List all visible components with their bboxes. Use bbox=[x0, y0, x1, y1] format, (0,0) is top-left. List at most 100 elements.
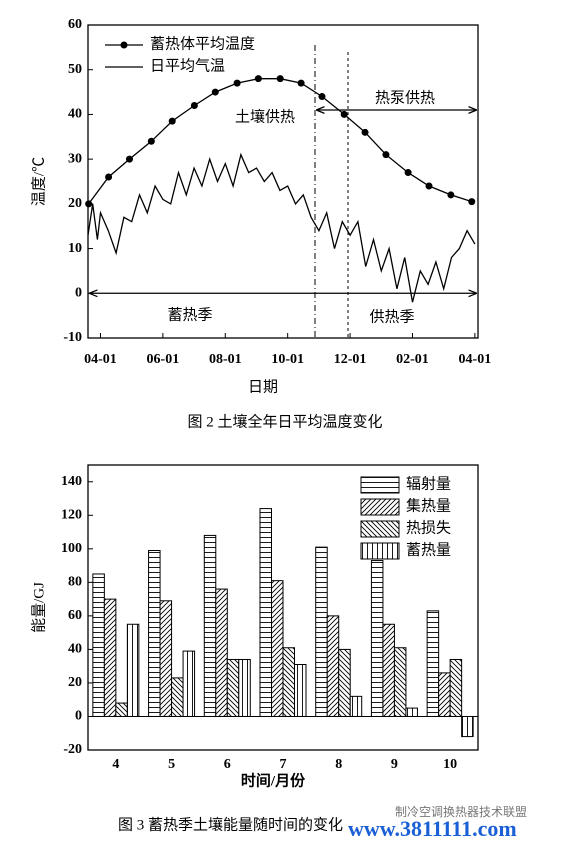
y-axis-label: 能量/GJ bbox=[30, 582, 47, 633]
y-tick-label: 10 bbox=[68, 241, 82, 256]
point bbox=[361, 128, 369, 136]
bar bbox=[203, 534, 217, 717]
point bbox=[233, 79, 241, 87]
series-line bbox=[87, 152, 476, 303]
x-tick-label: 4 bbox=[112, 757, 119, 772]
legend-marker bbox=[120, 41, 128, 49]
y-tick-label: 0 bbox=[75, 286, 82, 301]
point bbox=[125, 155, 133, 163]
watermark: www.3811111.com bbox=[348, 816, 517, 841]
annotation: 蓄热季 bbox=[167, 306, 212, 323]
y-tick-label: 100 bbox=[61, 541, 82, 556]
x-tick-label: 04-01 bbox=[84, 352, 117, 367]
y-tick-label: 30 bbox=[68, 151, 82, 166]
bar bbox=[92, 573, 105, 717]
bar bbox=[382, 623, 395, 717]
x-tick-label: 8 bbox=[335, 757, 342, 772]
point bbox=[425, 182, 433, 190]
bar bbox=[159, 600, 173, 717]
bar bbox=[148, 550, 161, 717]
point bbox=[211, 88, 219, 96]
bar bbox=[338, 648, 351, 717]
bar bbox=[461, 715, 474, 738]
legend-label: 热损失 bbox=[406, 519, 451, 536]
bar bbox=[271, 580, 284, 717]
legend-swatch bbox=[360, 476, 400, 494]
legend-label: 蓄热体平均温度 bbox=[150, 35, 255, 52]
point bbox=[297, 79, 305, 87]
y-tick-label: 20 bbox=[68, 675, 82, 690]
x-axis-label: 时间/月份 bbox=[241, 771, 306, 789]
point bbox=[404, 169, 412, 177]
x-tick-label: 10 bbox=[443, 757, 457, 772]
x-tick-label: 12-01 bbox=[334, 352, 367, 367]
bar bbox=[438, 672, 451, 717]
y-tick-label: 40 bbox=[68, 107, 82, 122]
point bbox=[254, 75, 262, 83]
y-tick-label: 20 bbox=[68, 196, 82, 211]
point bbox=[147, 137, 155, 145]
x-tick-label: 6 bbox=[224, 757, 231, 772]
bar bbox=[294, 664, 307, 717]
bar bbox=[315, 546, 328, 717]
y-tick-label: 60 bbox=[68, 608, 82, 623]
y-tick-label: 50 bbox=[68, 62, 82, 77]
point bbox=[318, 93, 326, 101]
legend-label: 集热量 bbox=[406, 497, 451, 514]
bar bbox=[326, 615, 340, 717]
point bbox=[382, 151, 390, 159]
x-tick-label: 02-01 bbox=[396, 352, 429, 367]
annotation: 热泵供热 bbox=[375, 89, 435, 106]
point bbox=[340, 110, 348, 118]
bar bbox=[171, 677, 184, 717]
legend-swatch bbox=[360, 542, 400, 560]
bar bbox=[426, 610, 440, 717]
y-tick-label: 140 bbox=[61, 474, 82, 489]
bar bbox=[126, 623, 140, 717]
bar bbox=[393, 647, 407, 717]
x-tick-label: 9 bbox=[391, 757, 398, 772]
x-tick-label: 7 bbox=[280, 757, 287, 772]
point bbox=[276, 75, 284, 83]
bar bbox=[238, 658, 251, 717]
y-tick-label: -20 bbox=[63, 742, 82, 757]
annotation: 土壤供热 bbox=[235, 107, 295, 125]
x-tick-label: 5 bbox=[168, 757, 175, 772]
bar bbox=[182, 650, 196, 717]
bar bbox=[282, 647, 295, 717]
y-tick-label: 60 bbox=[68, 17, 82, 32]
bar bbox=[215, 588, 228, 717]
y-tick-label: 40 bbox=[68, 642, 82, 657]
legend-label: 日平均气温 bbox=[150, 57, 225, 74]
point bbox=[190, 101, 198, 109]
x-tick-label: 10-01 bbox=[271, 352, 304, 367]
y-tick-label: 120 bbox=[61, 508, 82, 523]
legend-swatch bbox=[360, 498, 400, 516]
bar bbox=[449, 658, 463, 717]
x-tick-label: 04-01 bbox=[459, 352, 492, 367]
watermark: 制冷空调换热器技术联盟 bbox=[395, 805, 527, 819]
caption: 图 2 土壤全年日平均温度变化 bbox=[187, 412, 382, 430]
x-tick-label: 08-01 bbox=[209, 352, 242, 367]
y-tick-label: -10 bbox=[63, 330, 82, 345]
x-axis-label: 日期 bbox=[248, 378, 278, 395]
bar bbox=[349, 695, 363, 717]
point bbox=[468, 198, 476, 206]
x-tick-label: 06-01 bbox=[147, 352, 180, 367]
caption: 图 3 蓄热季土壤能量随时间的变化 bbox=[118, 815, 343, 833]
plot-frame bbox=[87, 464, 479, 751]
point bbox=[85, 200, 93, 208]
bar bbox=[226, 658, 240, 717]
y-tick-label: 80 bbox=[68, 575, 82, 590]
y-tick-label: 0 bbox=[75, 709, 82, 724]
bar bbox=[103, 598, 117, 717]
annotation: 供热季 bbox=[369, 308, 414, 325]
bar bbox=[115, 702, 128, 717]
point bbox=[105, 173, 113, 181]
bar bbox=[370, 560, 384, 717]
point bbox=[168, 117, 176, 125]
bar bbox=[405, 707, 418, 717]
bar bbox=[259, 508, 272, 717]
legend-swatch bbox=[360, 520, 400, 538]
